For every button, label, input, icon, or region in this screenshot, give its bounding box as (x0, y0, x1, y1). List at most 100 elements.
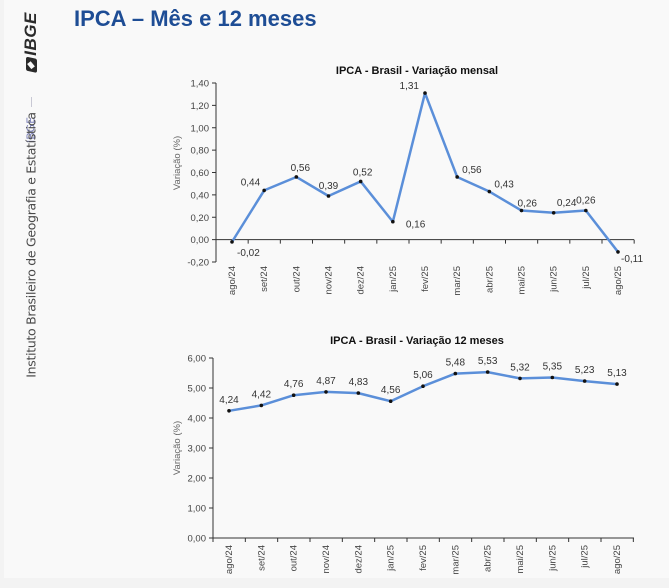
x-category-label: abr/25 (483, 545, 494, 572)
x-category-label: jan/25 (388, 266, 399, 293)
x-category-label: nov/24 (324, 266, 335, 295)
y-tick-label: 1,00 (191, 123, 210, 134)
y-tick-label: -0,20 (187, 258, 209, 269)
data-label: 4,56 (381, 385, 401, 396)
data-label: 5,13 (607, 368, 627, 379)
x-category-label: set/24 (259, 266, 270, 292)
data-point (423, 91, 427, 95)
x-category-label: jun/25 (547, 545, 558, 572)
x-category-label: jun/25 (549, 266, 560, 293)
data-point (291, 393, 296, 398)
data-point (550, 375, 555, 380)
y-tick-label: 1,40 (191, 79, 210, 90)
data-label: -0,02 (237, 248, 260, 259)
content-panel (4, 0, 669, 578)
y-tick-label: 0,00 (191, 235, 210, 246)
chart-title: IPCA - Brasil - Variação mensal (336, 65, 498, 77)
x-category-label: dez/24 (353, 545, 364, 574)
y-tick-label: 0,60 (191, 168, 210, 179)
x-category-label: jan/25 (386, 545, 397, 572)
data-point (421, 384, 425, 389)
x-category-label: out/24 (289, 545, 300, 571)
data-point (356, 391, 361, 395)
data-point (324, 390, 328, 394)
x-category-label: ago/24 (224, 545, 235, 574)
y-tick-label: 2,00 (188, 474, 207, 485)
data-label: 0,56 (462, 165, 482, 176)
data-point (453, 371, 458, 376)
data-point (519, 208, 524, 213)
data-label: -0,11 (621, 254, 643, 265)
data-label: 5,23 (575, 365, 595, 376)
data-label: 0,39 (319, 181, 339, 192)
x-category-label: mar/25 (450, 545, 461, 575)
data-point (326, 194, 331, 198)
data-label: 5,06 (413, 370, 433, 381)
x-category-label: jul/25 (581, 266, 592, 290)
y-axis-title: Variação (%) (172, 421, 183, 475)
y-tick-label: 0,40 (191, 190, 210, 201)
y-tick-label: 5,00 (188, 384, 207, 395)
data-label: 1,31 (400, 81, 420, 92)
data-point (551, 210, 556, 215)
data-point (455, 175, 459, 179)
data-label: 4,42 (252, 389, 272, 400)
data-point (616, 250, 620, 254)
data-label: 5,35 (543, 362, 563, 373)
data-point (615, 382, 619, 386)
data-point (230, 240, 234, 244)
data-label: 5,53 (478, 356, 498, 367)
data-point (487, 189, 492, 194)
data-point (391, 219, 395, 224)
data-label: 0,16 (406, 220, 426, 231)
data-label: 5,48 (446, 358, 466, 369)
y-tick-label: 0,20 (191, 213, 210, 224)
data-label: 4,76 (284, 379, 304, 390)
data-point (262, 188, 266, 193)
data-point (582, 379, 587, 383)
x-category-label: mar/25 (452, 266, 463, 296)
data-label: 4,87 (316, 376, 336, 387)
sidebar-divider (31, 97, 32, 107)
x-category-label: out/24 (291, 266, 302, 292)
x-category-label: dez/24 (356, 266, 367, 295)
x-category-label: ago/25 (612, 545, 623, 574)
x-category-label: abr/25 (484, 266, 495, 293)
y-tick-label: 3,00 (188, 444, 207, 455)
x-category-label: mai/25 (517, 266, 528, 295)
data-label: 0,56 (291, 163, 311, 174)
data-point (294, 175, 299, 179)
chart-title: IPCA - Brasil - Variação 12 meses (330, 335, 504, 347)
x-category-label: set/24 (256, 545, 267, 571)
data-label: 0,44 (241, 177, 261, 188)
data-label: 4,24 (219, 395, 239, 406)
data-point (388, 399, 393, 404)
data-point (358, 179, 363, 184)
data-point (518, 376, 522, 381)
y-tick-label: 0,80 (191, 146, 210, 157)
data-label: 4,83 (349, 377, 369, 388)
y-tick-label: 6,00 (188, 354, 207, 365)
x-category-label: nov/24 (321, 545, 332, 574)
data-label: 0,24 (557, 198, 577, 209)
data-label: 0,52 (353, 167, 373, 178)
chart-monthly: IPCA - Brasil - Variação mensal Variação … (172, 65, 643, 296)
data-point (227, 409, 231, 413)
page-title: IPCA – Mês e 12 meses (74, 6, 317, 31)
data-label: 0,43 (494, 180, 514, 191)
y-axis-title: Variação (%) (172, 136, 183, 190)
sidebar: IBGE IBGE Instituto Brasileiro de Geogra… (0, 0, 60, 380)
y-tick-label: 1,20 (191, 101, 210, 112)
y-tick-label: 0,00 (188, 534, 207, 545)
x-category-label: ago/25 (613, 266, 624, 295)
y-tick-label: 1,00 (188, 504, 207, 515)
x-category-label: ago/24 (227, 266, 238, 295)
data-point (485, 370, 490, 374)
x-category-label: mai/25 (515, 545, 526, 574)
x-category-label: fev/25 (420, 266, 431, 292)
data-label: 0,26 (576, 196, 596, 207)
data-label: 5,32 (510, 362, 530, 373)
data-label: 0,26 (518, 199, 538, 210)
data-point (259, 403, 264, 408)
